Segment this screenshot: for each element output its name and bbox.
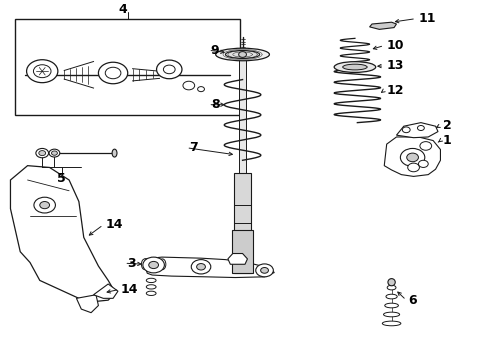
Polygon shape [396, 123, 438, 138]
Circle shape [417, 126, 424, 131]
Bar [239, 58, 246, 173]
Polygon shape [76, 295, 98, 313]
Ellipse shape [147, 285, 156, 289]
Text: 3: 3 [127, 257, 135, 270]
Text: 11: 11 [418, 12, 436, 25]
Circle shape [402, 127, 410, 133]
Ellipse shape [385, 303, 398, 308]
Ellipse shape [147, 278, 156, 283]
Circle shape [33, 65, 51, 78]
Ellipse shape [382, 321, 401, 326]
Text: 14: 14 [106, 218, 123, 231]
Circle shape [39, 150, 46, 156]
Circle shape [197, 87, 204, 92]
Ellipse shape [142, 259, 148, 270]
Ellipse shape [225, 50, 260, 58]
Ellipse shape [343, 64, 367, 70]
Text: 2: 2 [443, 119, 452, 132]
Circle shape [420, 141, 432, 150]
Polygon shape [10, 166, 116, 302]
Circle shape [98, 62, 128, 84]
Bar [15, 19, 240, 116]
Ellipse shape [147, 291, 156, 296]
Circle shape [36, 148, 49, 158]
Polygon shape [94, 284, 118, 298]
Polygon shape [369, 22, 396, 30]
Text: 4: 4 [119, 3, 127, 16]
Text: 12: 12 [387, 84, 404, 97]
Circle shape [51, 151, 57, 155]
Circle shape [239, 51, 246, 57]
Circle shape [256, 264, 273, 277]
Ellipse shape [387, 285, 396, 290]
Circle shape [40, 202, 49, 209]
Polygon shape [384, 137, 441, 176]
Ellipse shape [159, 259, 166, 270]
Ellipse shape [216, 48, 270, 61]
Circle shape [157, 60, 182, 79]
Text: 10: 10 [387, 39, 404, 52]
Circle shape [149, 261, 159, 269]
Ellipse shape [388, 279, 395, 286]
Text: 6: 6 [409, 294, 417, 307]
Circle shape [143, 257, 164, 273]
Circle shape [261, 267, 269, 273]
Circle shape [26, 60, 58, 83]
Circle shape [163, 65, 175, 74]
Circle shape [49, 149, 60, 157]
Polygon shape [228, 253, 247, 264]
Ellipse shape [386, 294, 397, 299]
Ellipse shape [334, 62, 376, 72]
Circle shape [400, 148, 425, 166]
Circle shape [183, 81, 195, 90]
Ellipse shape [112, 149, 117, 157]
Text: 13: 13 [387, 59, 404, 72]
Text: 5: 5 [57, 172, 66, 185]
Text: 9: 9 [211, 44, 220, 57]
Ellipse shape [384, 312, 400, 317]
Circle shape [34, 197, 55, 213]
Circle shape [407, 153, 418, 162]
Text: 7: 7 [189, 141, 197, 154]
Bar [234, 173, 251, 273]
Text: 14: 14 [121, 283, 138, 296]
Ellipse shape [150, 259, 157, 270]
Text: 8: 8 [211, 98, 220, 111]
Circle shape [408, 163, 419, 172]
Text: 1: 1 [443, 134, 452, 147]
Circle shape [105, 67, 121, 79]
Circle shape [196, 264, 205, 270]
Polygon shape [145, 257, 274, 278]
Circle shape [418, 160, 428, 167]
Bar [232, 230, 253, 273]
Circle shape [191, 260, 211, 274]
